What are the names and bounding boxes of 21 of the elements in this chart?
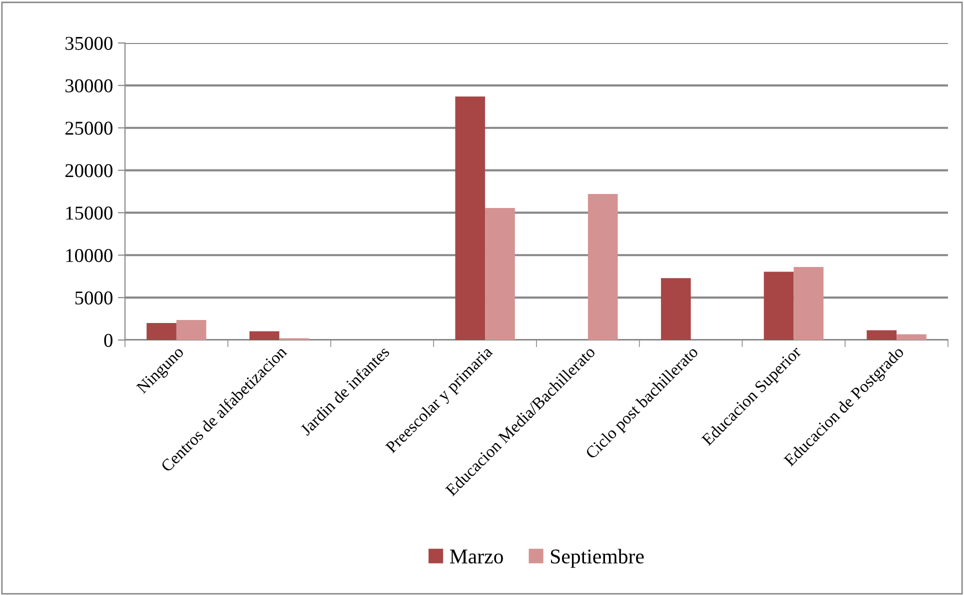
y-tick-label: 0 [104,334,112,347]
y-tick-label: 35000 [66,36,112,50]
y-tick-label: 5000 [75,291,112,305]
bar [588,194,618,340]
y-tick-label: 25000 [65,122,112,135]
legend-label: Septiembre [550,548,644,568]
y-tick-label: 10000 [66,248,112,262]
bar [896,334,926,340]
bar [249,331,280,340]
bar [485,208,515,340]
y-tick-label: 20000 [65,164,112,178]
bar [660,278,691,340]
y-tick-label: 15000 [66,206,112,220]
bar [764,272,794,340]
bar [866,330,897,340]
bar [146,323,176,340]
bar [176,320,206,340]
bar [455,96,486,340]
legend-label: Marzo [450,550,503,564]
y-tick-label: 30000 [66,79,112,92]
bar [794,267,824,340]
